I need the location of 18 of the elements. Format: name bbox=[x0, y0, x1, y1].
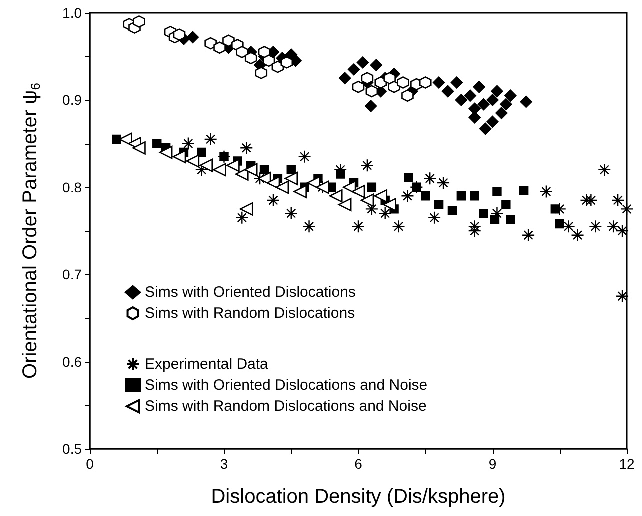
x-tick-label: 0 bbox=[86, 456, 94, 472]
y-tick-label: 0.9 bbox=[62, 92, 82, 108]
legend-label: Sims with Random Dislocations and Noise bbox=[145, 398, 427, 415]
y-tick-label: 0.7 bbox=[62, 266, 82, 283]
legend-label: Sims with Oriented Dislocations and Noise bbox=[145, 377, 428, 394]
y-tick-label: 0.5 bbox=[62, 441, 82, 457]
x-tick-label: 9 bbox=[488, 456, 497, 472]
legend-label: Sims with Oriented Dislocations bbox=[145, 284, 356, 301]
x-tick-label: 3 bbox=[220, 456, 228, 472]
legend-label: Sims with Random Dislocations bbox=[145, 305, 356, 322]
x-tick-label: 6 bbox=[354, 456, 363, 472]
y-tick-label: 0.8 bbox=[62, 179, 82, 196]
y-tick-label: 0.6 bbox=[62, 354, 82, 370]
y-axis-title: Orientational Order Parameter ψ6 bbox=[20, 82, 43, 380]
y-tick-label: 1.0 bbox=[62, 5, 82, 21]
x-axis-title: Dislocation Density (Dis/ksphere) bbox=[211, 486, 506, 508]
x-tick-label: 12 bbox=[619, 456, 635, 472]
legend-label: Experimental Data bbox=[145, 356, 270, 373]
